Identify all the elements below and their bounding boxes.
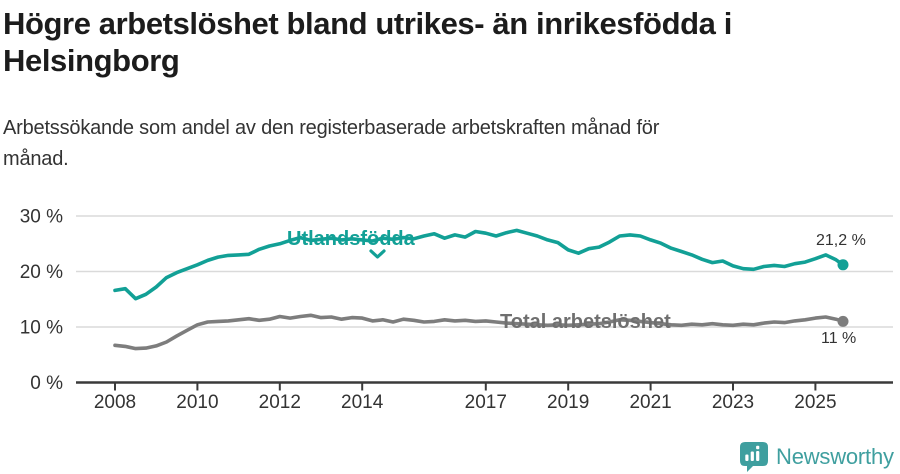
- x-tick-label: 2025: [794, 392, 836, 413]
- series-label-total-arbetsloshet: Total arbetslöshet: [500, 311, 671, 333]
- newsworthy-logo[interactable]: Newsworthy: [740, 442, 894, 472]
- x-tick-label: 2014: [341, 392, 384, 413]
- y-tick-label: 20 %: [20, 262, 63, 283]
- title-line-1: Högre arbetslöshet bland utrikes- än inr…: [3, 6, 732, 41]
- y-tick-label: 0 %: [30, 373, 63, 394]
- subtitle-line-1: Arbetssökande som andel av den registerb…: [3, 117, 660, 139]
- x-tick-label: 2010: [176, 392, 218, 413]
- y-tick-label: 30 %: [20, 207, 63, 228]
- exclamation-bar-icon: [756, 451, 760, 461]
- title-line-2: Helsingborg: [3, 43, 180, 78]
- x-tick-label: 2023: [712, 392, 754, 413]
- subtitle-line-2: månad.: [3, 148, 69, 170]
- page-title: Högre arbetslöshet bland utrikes- än inr…: [3, 5, 883, 79]
- series-line-total: [113, 313, 845, 351]
- exclamation-dot-icon: [756, 445, 760, 450]
- x-tick-label: 2012: [259, 392, 301, 413]
- chart-subtitle: Arbetssökande som andel av den registerb…: [3, 113, 863, 175]
- end-value-label-utlandsfodda: 21,2 %: [816, 232, 866, 249]
- x-tick-label: 2017: [465, 392, 507, 413]
- x-tick-label: 2021: [629, 392, 671, 413]
- series-label-utlandsfodda: Utlandsfödda: [287, 228, 415, 250]
- newsworthy-speech-bubble-icon: [740, 442, 768, 472]
- bar-icon: [745, 454, 749, 461]
- end-value-label-total: 11 %: [821, 330, 857, 347]
- x-tick-label: 2019: [547, 392, 589, 413]
- series-end-dot-utlandsfodda: [837, 259, 849, 271]
- y-tick-label: 10 %: [20, 318, 63, 339]
- x-tick-label: 2008: [94, 392, 136, 413]
- series-line-utlandsfodda: [113, 228, 845, 301]
- bar-icon: [750, 451, 754, 461]
- series-end-dot-total: [837, 315, 849, 327]
- brand-name: Newsworthy: [776, 444, 894, 469]
- chevron-down-icon: [369, 249, 386, 259]
